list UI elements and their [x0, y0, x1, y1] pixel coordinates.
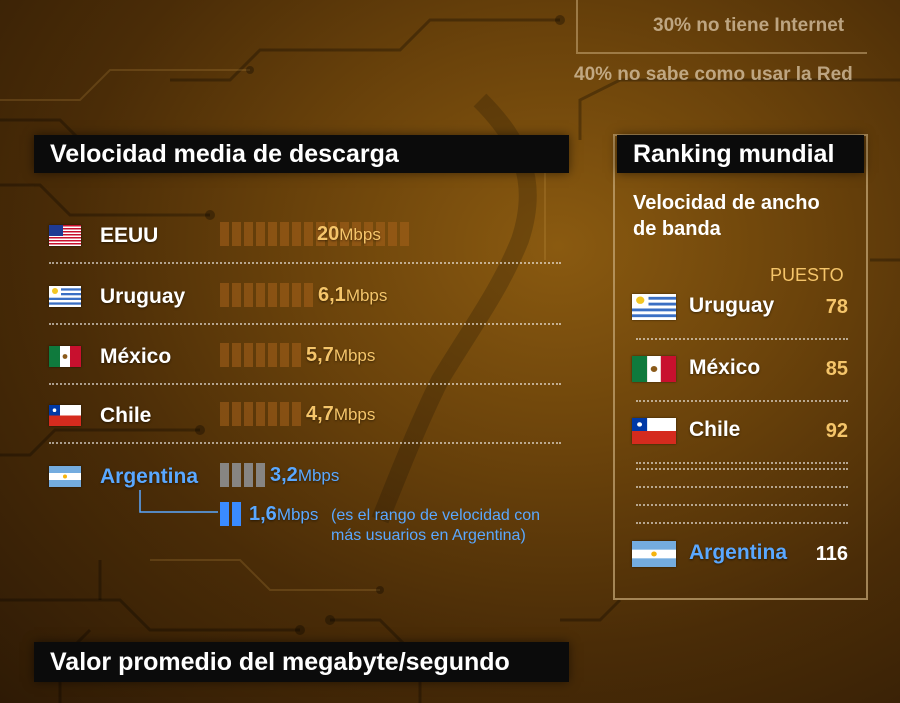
country-label: Uruguay [100, 285, 186, 308]
speed-value: 20Mbps [317, 223, 381, 245]
speed-bar-segment [256, 343, 265, 367]
speed-value: 3,2Mbps [270, 464, 340, 486]
ranking-gap-line [636, 522, 848, 524]
top-stats-frame [576, 0, 867, 54]
speed-bar-segment [352, 222, 361, 246]
range-note: (es el rango de velocidad con más usuari… [331, 507, 541, 544]
ranking-divider [636, 462, 848, 464]
speed-bar-segment [268, 343, 277, 367]
speed-bar-segment [400, 222, 409, 246]
ranking-country-label: Uruguay [689, 294, 775, 317]
speed-value: 4,7Mbps [306, 403, 376, 425]
mexico-flag-icon [632, 356, 676, 382]
speed-bar-segment [244, 402, 253, 426]
speed-bar-segment [328, 222, 337, 246]
mexico-flag-icon [49, 346, 81, 367]
row-divider [49, 442, 561, 444]
argentina-flag-icon [632, 541, 676, 567]
country-label: México [100, 345, 172, 368]
speed-value: 5,7Mbps [306, 344, 376, 366]
ranking-divider [636, 400, 848, 402]
speed-bar-segment [244, 283, 253, 307]
speed-bar-segment [220, 222, 229, 246]
speed-bar-segment [232, 283, 241, 307]
speed-bar-segment [256, 402, 265, 426]
speed-bar-segment [232, 402, 241, 426]
speed-bar-segment [280, 343, 289, 367]
speed-bar-segment [304, 222, 313, 246]
speed-bar-segment [232, 463, 241, 487]
speed-bar-segment [292, 402, 301, 426]
speed-bar-segment [316, 222, 325, 246]
speed-bar-segment [268, 222, 277, 246]
speed-bar-segment [364, 222, 373, 246]
ranking-country-label: Argentina [689, 541, 788, 564]
country-label: EEUU [100, 224, 159, 247]
speed-bar-segment [292, 343, 301, 367]
row-divider [49, 262, 561, 264]
speed-bar-segment [376, 222, 385, 246]
download-speed-title: Velocidad media de descarga [34, 135, 569, 173]
speed-bar-segment [244, 463, 253, 487]
range-connector [139, 490, 218, 513]
argentina-flag-icon [49, 466, 81, 487]
chile-flag-icon [632, 418, 676, 444]
stat-no-sabe-usar: 40% no sabe como usar la Red [574, 64, 853, 85]
speed-bar-segment [280, 222, 289, 246]
ranking-position: 116 [815, 543, 848, 565]
ranking-divider [636, 338, 848, 340]
speed-bar-segment [244, 343, 253, 367]
speed-bar-segment [220, 343, 229, 367]
ranking-subtitle: Velocidad de ancho de banda [633, 192, 820, 240]
speed-bar-segment [388, 222, 397, 246]
speed-bar-segment [268, 402, 277, 426]
chile-flag-icon [49, 405, 81, 426]
country-label: Argentina [100, 465, 199, 488]
stat-no-internet: 30% no tiene Internet [653, 15, 845, 36]
speed-bar-segment [280, 402, 289, 426]
speed-value: 6,1Mbps [318, 284, 388, 306]
uruguay-flag-icon [49, 286, 81, 307]
row-divider [49, 383, 561, 385]
range-value: 1,6Mbps [249, 503, 319, 525]
speed-bar-segment [256, 283, 265, 307]
speed-bar-segment [304, 283, 313, 307]
speed-bar-segment [232, 222, 241, 246]
ranking-gap-line [636, 468, 848, 470]
speed-bar-segment [292, 222, 301, 246]
megabyte-value-title: Valor promedio del megabyte/segundo [34, 642, 569, 682]
ranking-position: 78 [825, 296, 848, 318]
row-divider [49, 323, 561, 325]
speed-bar-segment [268, 283, 277, 307]
speed-bar-segment [256, 463, 265, 487]
speed-bar-segment [256, 222, 265, 246]
ranking-position: 85 [825, 358, 848, 380]
speed-bar-segment [244, 222, 253, 246]
speed-bar-segment [340, 222, 349, 246]
ranking-position: 92 [825, 420, 848, 442]
us-flag-icon [49, 225, 81, 246]
speed-bar-segment [220, 283, 229, 307]
speed-bar-segment [220, 402, 229, 426]
ranking-gap-line [636, 486, 848, 488]
range-bar-segment [220, 502, 229, 526]
speed-bar-segment [280, 283, 289, 307]
uruguay-flag-icon [632, 294, 676, 320]
range-bar-segment [232, 502, 241, 526]
speed-bar-segment [220, 463, 229, 487]
ranking-title: Ranking mundial [617, 135, 864, 173]
country-label: Chile [100, 404, 152, 427]
speed-bar-segment [292, 283, 301, 307]
ranking-gap-line [636, 504, 848, 506]
ranking-country-label: Chile [689, 418, 741, 441]
ranking-country-label: México [689, 356, 761, 379]
ranking-column-label: PUESTO [770, 265, 844, 285]
speed-bar-segment [232, 343, 241, 367]
